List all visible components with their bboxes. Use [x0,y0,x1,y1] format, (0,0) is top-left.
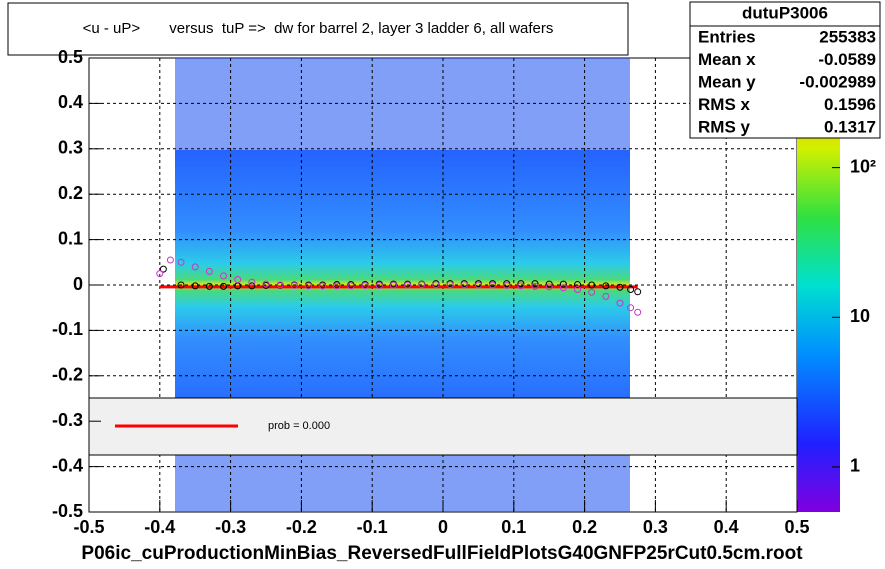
profile-point [333,282,341,290]
title-box [7,2,629,56]
profile-point [304,282,312,290]
y-tick-label: 0.3 [58,138,83,158]
profile-point [474,281,482,289]
profile-point [545,280,553,288]
profile-point [531,282,539,290]
stats-value: -0.0589 [818,50,876,69]
profile-point [517,280,525,288]
stats-label: RMS x [698,95,751,114]
x-tick-label: 0.5 [784,517,809,537]
profile-point [545,283,553,291]
profile-point [588,288,596,296]
profile-point [634,288,642,296]
profile-point [290,281,298,289]
profile-point [503,280,511,288]
profile-point [220,282,228,290]
y-tick-label: 0 [73,274,83,294]
profile-point [602,282,610,290]
profile-point [460,281,468,289]
profile-point [574,281,582,289]
profile-point [234,276,242,284]
profile-point [361,281,369,289]
profile-point [220,272,228,280]
y-tick-label: -0.3 [52,410,83,430]
profile-point [276,281,284,289]
z-tick-label: 10 [850,306,870,326]
profile-point [248,282,256,290]
stats-label: Entries [698,27,756,46]
profile-point [347,282,355,290]
y-tick-label: 0.1 [58,228,83,248]
profile-point [503,281,511,289]
chart-title: <u - uP> versus tuP => dw for barrel 2, … [83,20,554,37]
profile-point [191,282,199,290]
profile-point [616,299,624,307]
footer: P06ic_cuProductionMinBias_ReversedFullFi… [81,543,803,564]
profile-point [627,304,635,312]
y-tick-label: -0.4 [52,455,83,475]
stats-value: 255383 [819,27,876,46]
stats-value: -0.002989 [799,72,876,91]
y-tick-label: 0.5 [58,47,83,67]
profile-point [616,283,624,291]
z-tick-label: 1 [850,456,860,476]
profile-point [418,281,426,289]
stats-title: dutuP3006 [742,3,828,22]
profile-point [177,281,185,289]
stats-value: 0.1596 [824,95,876,114]
profile-point [319,282,327,290]
profile-point [205,282,213,290]
profile-point [191,263,199,271]
x-tick-label: 0.1 [501,517,526,537]
profile-point [627,286,635,294]
stats-box [689,1,881,139]
profile-point [531,280,539,288]
profile-point [177,258,185,266]
profile-point [489,281,497,289]
y-tick-label: 0.2 [58,183,83,203]
profile-point [559,280,567,288]
stats-value: 0.1317 [824,117,876,136]
profile-point [588,281,596,289]
profile-point [375,281,383,289]
x-tick-label: -0.5 [73,517,104,537]
y-tick-label: -0.2 [52,365,83,385]
profile-point [248,278,256,286]
profile-point [262,280,270,288]
stats-label: Mean y [698,72,756,91]
y-tick-label: -0.1 [52,319,83,339]
profile-point [432,281,440,289]
profile-point [446,281,454,289]
profile-point [602,292,610,300]
stats-label: Mean x [698,50,756,69]
x-tick-label: -0.1 [357,517,388,537]
x-tick-label: 0.3 [643,517,668,537]
x-tick-label: -0.4 [144,517,175,537]
profile-point [156,270,164,278]
profile-point [559,284,567,292]
x-tick-label: 0.4 [714,517,739,537]
y-tick-label: -0.5 [52,501,83,521]
profile-point [205,267,213,275]
stats-label: RMS y [698,117,751,136]
profile-point [634,308,642,316]
profile-point [389,281,397,289]
profile-point [574,286,582,294]
profile-point [404,281,412,289]
x-tick-label: -0.3 [215,517,246,537]
y-tick-label: 0.4 [58,92,83,112]
x-tick-label: -0.2 [286,517,317,537]
legend-label: prob = 0.000 [268,420,330,432]
profile-point [517,282,525,290]
profile-point [166,256,174,264]
x-tick-label: 0.2 [572,517,597,537]
z-tick-label: 10² [850,156,876,176]
x-tick-label: 0 [438,517,448,537]
profile-point [159,265,167,273]
